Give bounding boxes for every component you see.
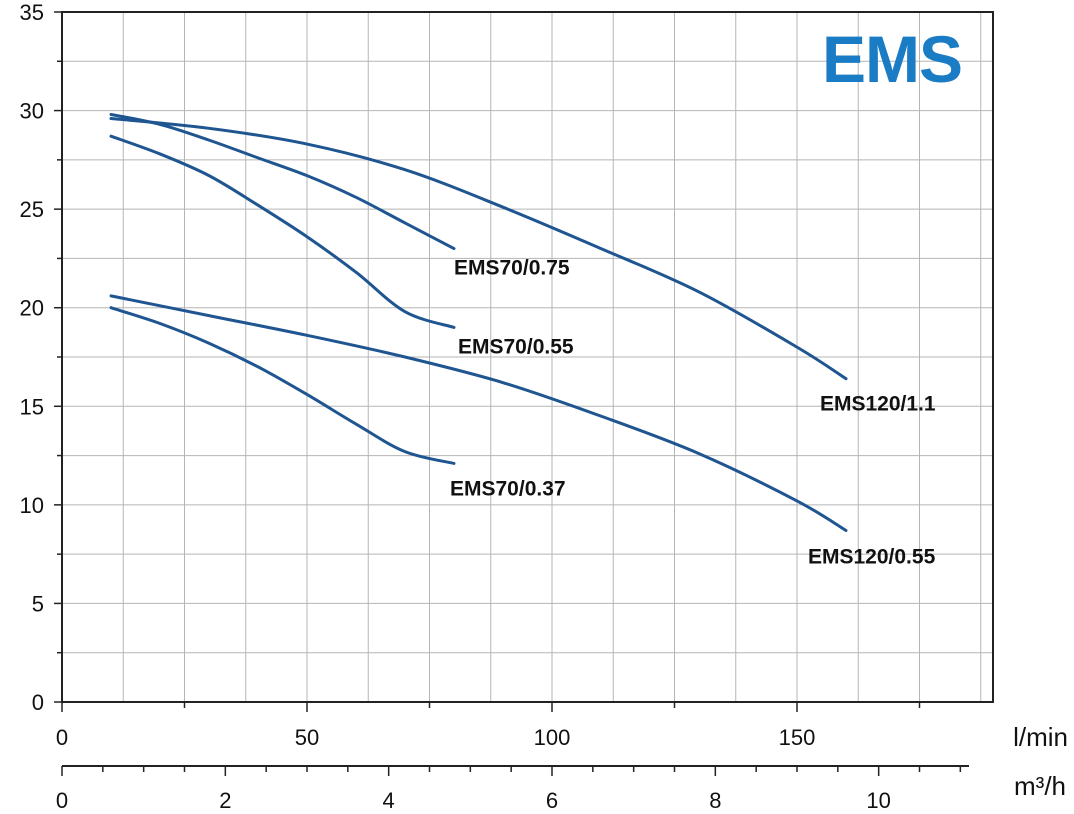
y-tick-label: 35 (20, 0, 44, 25)
x2-tick-label: 0 (56, 788, 68, 813)
x2-axis-unit-label: m³/h (1014, 771, 1066, 801)
y-tick-label: 15 (20, 394, 44, 419)
series-line-ems120-1-1 (109, 116, 848, 381)
y-tick-label: 30 (20, 99, 44, 124)
y-tick-label: 10 (20, 493, 44, 518)
series-line-ems70-0-75 (109, 113, 456, 251)
series-line-ems70-0-37 (109, 306, 456, 465)
x-axis-unit-label: l/min (1013, 722, 1068, 752)
series-line-ems120-0-55 (109, 294, 848, 532)
x-tick-label: 50 (295, 725, 319, 750)
series-label: EMS70/0.55 (458, 335, 574, 358)
label-group: EMS70/0.75 EMS70/0.55 EMS120/1.1 EMS120/0.5… (450, 257, 936, 569)
series-label: EMS70/0.37 (450, 477, 566, 500)
x-tick-label: 100 (534, 725, 571, 750)
chart-title: EMS (822, 22, 962, 96)
series-line-ems70-0-55 (109, 134, 456, 329)
x2-tick-label: 2 (219, 788, 231, 813)
x-tick-label: 150 (779, 725, 816, 750)
y-tick-label: 25 (20, 197, 44, 222)
x2-tick-label: 8 (709, 788, 721, 813)
x2-tick-label: 4 (383, 788, 395, 813)
y-tick-label: 0 (32, 690, 44, 715)
axes: 0 5 10 15 20 25 30 35 0 50 100 150 0 2 4 6 8 10 (20, 0, 994, 813)
grid (62, 12, 993, 702)
y-tick-label: 20 (20, 296, 44, 321)
y-tick-label: 5 (32, 591, 44, 616)
series-label: EMS120/0.55 (808, 545, 936, 568)
series-group (109, 113, 848, 532)
x-tick-label: 0 (56, 725, 68, 750)
x2-tick-label: 10 (866, 788, 890, 813)
x2-tick-label: 6 (546, 788, 558, 813)
series-label: EMS70/0.75 (454, 257, 570, 280)
series-label: EMS120/1.1 (820, 393, 936, 416)
